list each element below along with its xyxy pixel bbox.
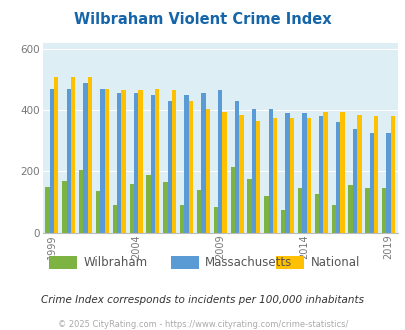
Bar (264, 196, 268, 233)
Bar (129, 184, 134, 233)
Bar (45, 187, 49, 233)
Bar (381, 188, 386, 233)
Bar (79, 170, 83, 233)
Bar (268, 109, 272, 233)
Text: © 2025 CityRating.com - https://www.cityrating.com/crime-statistics/: © 2025 CityRating.com - https://www.city… (58, 320, 347, 329)
Bar (234, 101, 239, 233)
Bar (239, 115, 243, 233)
Bar (100, 89, 104, 233)
Bar (196, 190, 201, 233)
Bar (256, 121, 260, 233)
Bar (356, 115, 360, 233)
Bar (104, 89, 109, 233)
Text: Massachusetts: Massachusetts (205, 256, 292, 269)
Text: Wilbraham Violent Crime Index: Wilbraham Violent Crime Index (74, 12, 331, 26)
Bar (179, 205, 184, 233)
Bar (138, 90, 142, 233)
Bar (297, 188, 301, 233)
Bar (66, 89, 71, 233)
Bar (62, 181, 66, 233)
Bar (222, 112, 226, 233)
Bar (171, 90, 176, 233)
Bar (347, 185, 352, 233)
Bar (314, 194, 318, 233)
Bar (247, 179, 251, 233)
Bar (339, 112, 344, 233)
Bar (49, 89, 54, 233)
Bar (386, 133, 390, 233)
Bar (87, 77, 92, 233)
Bar (188, 101, 193, 233)
Text: Wilbraham: Wilbraham (83, 256, 147, 269)
Bar (390, 116, 394, 233)
Bar (163, 182, 167, 233)
Bar (217, 90, 222, 233)
Bar (323, 112, 327, 233)
Bar (251, 109, 256, 233)
Bar (121, 90, 126, 233)
Bar (213, 207, 217, 233)
Bar (272, 118, 277, 233)
Bar (331, 205, 335, 233)
Bar (146, 175, 150, 233)
Bar (230, 167, 234, 233)
Bar (301, 113, 306, 233)
Bar (71, 77, 75, 233)
Bar (205, 109, 209, 233)
Bar (54, 77, 58, 233)
Bar (352, 129, 356, 233)
Bar (280, 210, 285, 233)
Bar (167, 101, 171, 233)
Bar (184, 95, 188, 233)
Bar (117, 93, 121, 233)
Bar (364, 188, 369, 233)
Bar (289, 118, 294, 233)
Bar (306, 118, 310, 233)
Bar (369, 133, 373, 233)
Text: National: National (310, 256, 359, 269)
Bar (201, 93, 205, 233)
Bar (373, 116, 377, 233)
Bar (134, 93, 138, 233)
Text: Crime Index corresponds to incidents per 100,000 inhabitants: Crime Index corresponds to incidents per… (41, 295, 364, 305)
Bar (318, 116, 323, 233)
Bar (150, 95, 155, 233)
Bar (113, 205, 117, 233)
Bar (155, 89, 159, 233)
Bar (285, 113, 289, 233)
Bar (96, 191, 100, 233)
Bar (83, 83, 87, 233)
Bar (335, 122, 339, 233)
